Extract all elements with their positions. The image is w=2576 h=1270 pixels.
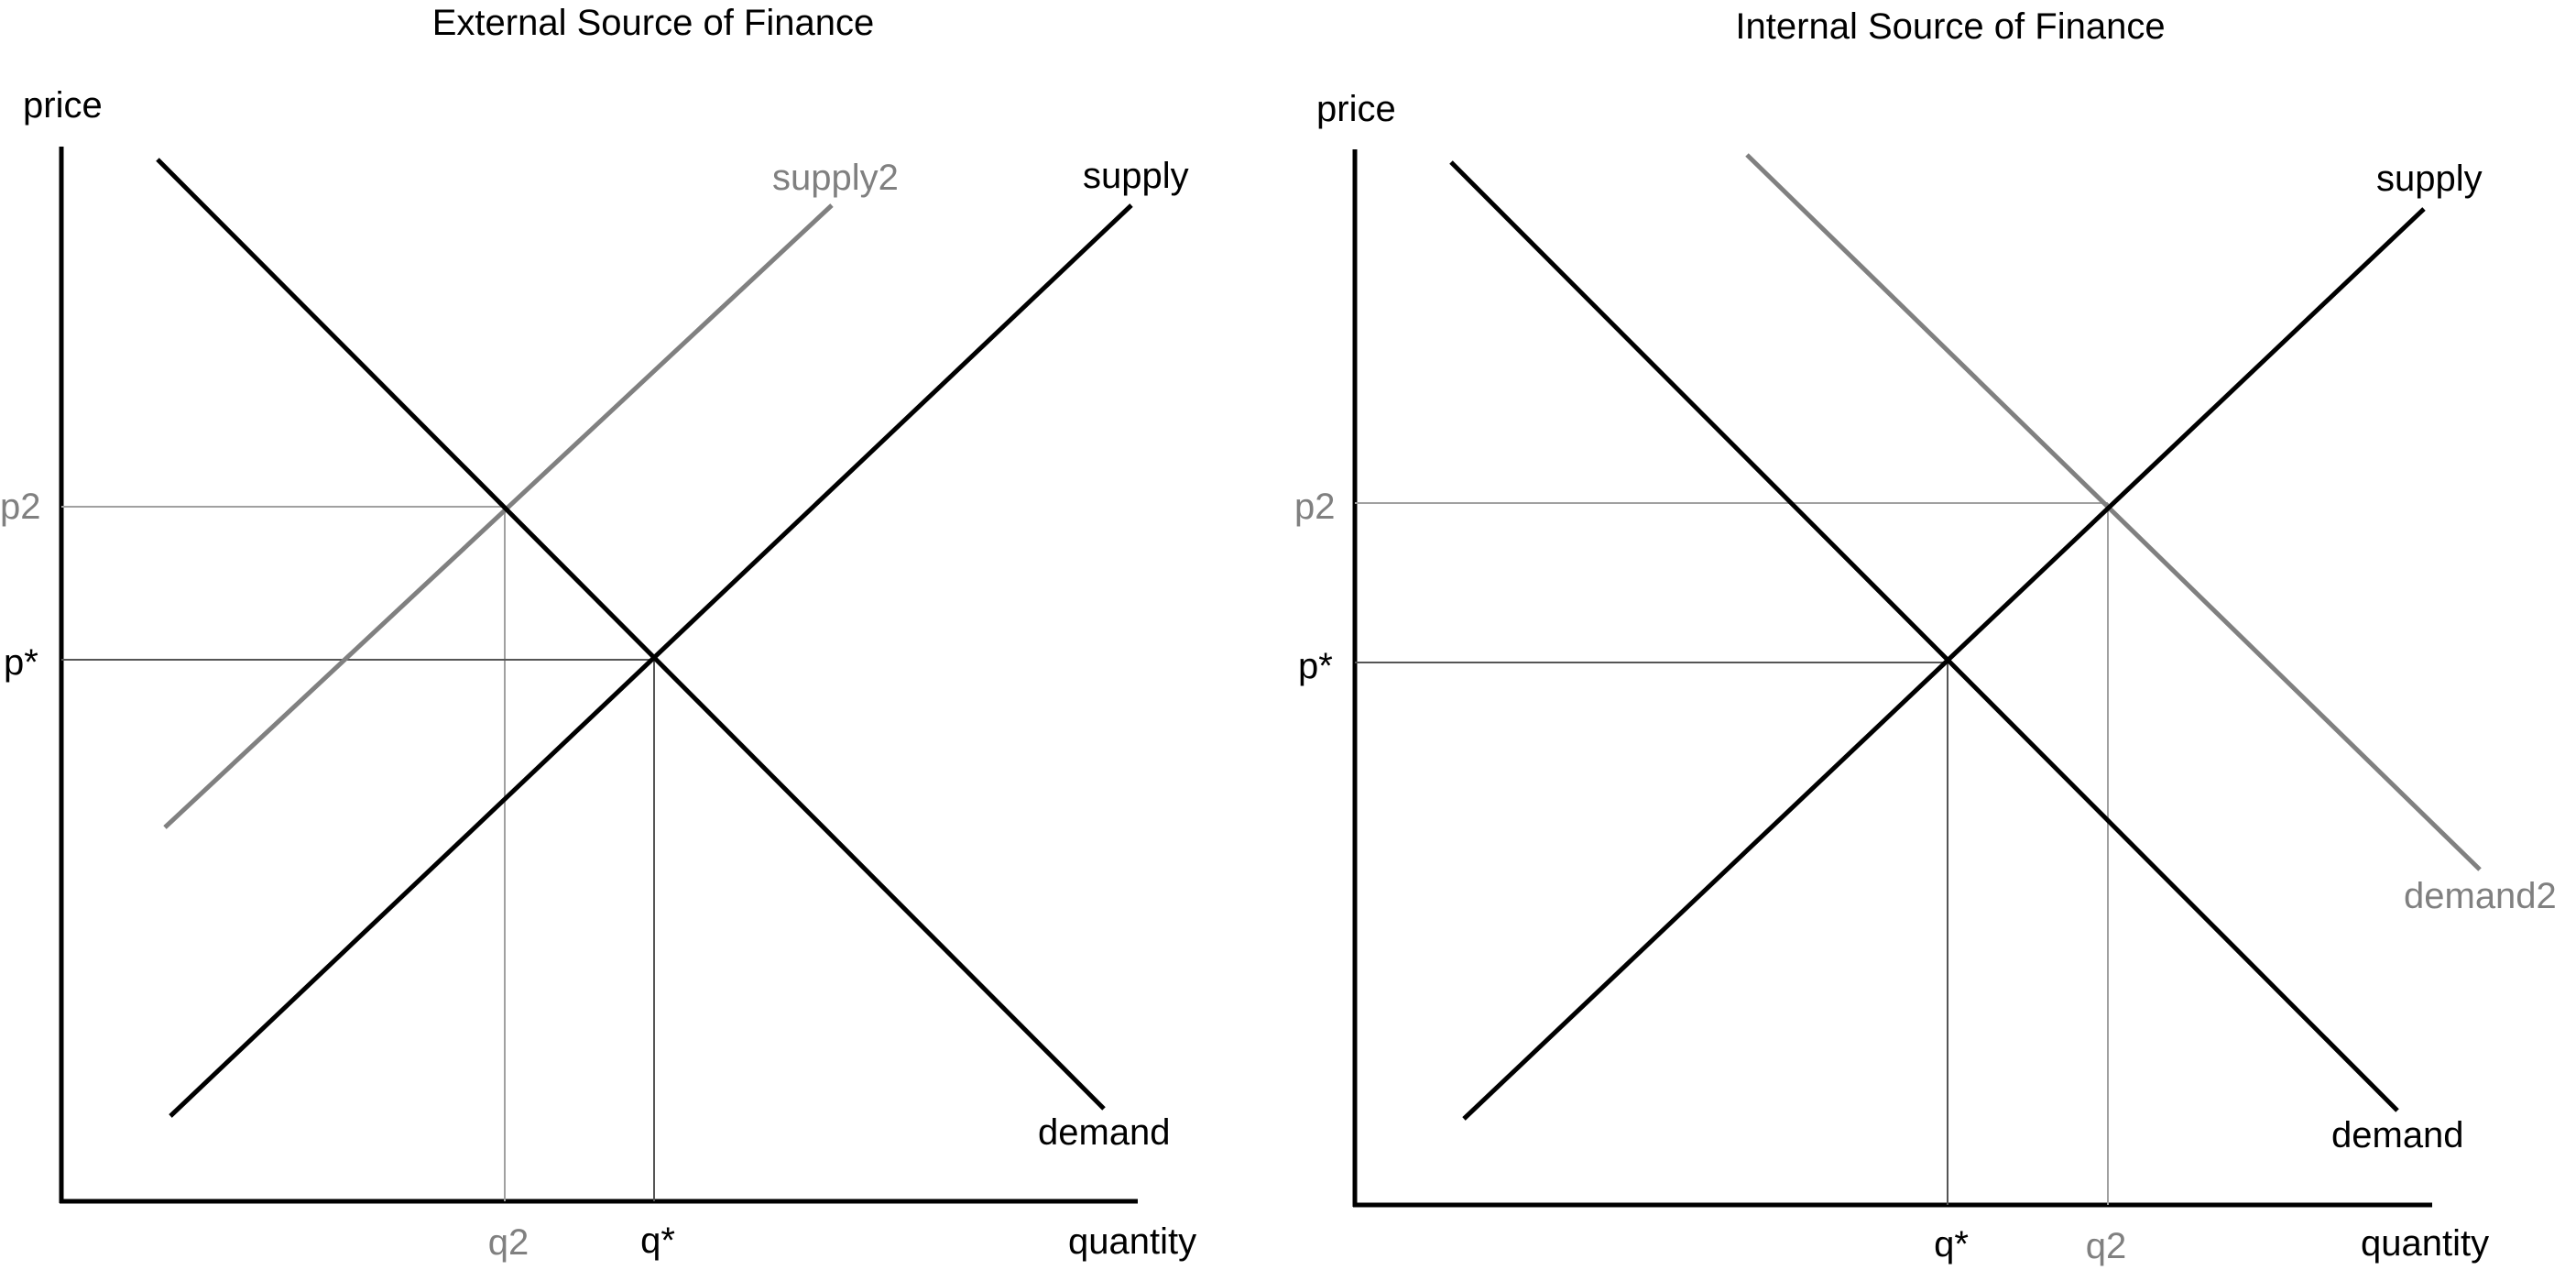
supply-curve [1462, 207, 2426, 1121]
supply2-label: supply2 [772, 158, 899, 198]
panel-title: Internal Source of Finance [1735, 6, 2165, 47]
y-axis-label: price [1316, 89, 1396, 129]
panel-internal: Internal Source of Finance price quantit… [1294, 6, 2557, 1266]
tick-p-star: p* [4, 642, 38, 683]
tick-p-star: p* [1298, 646, 1333, 686]
supply2-curve [163, 203, 834, 829]
tick-p2: p2 [0, 487, 41, 527]
demand2-curve [1745, 153, 2482, 871]
tick-p2: p2 [1294, 487, 1336, 527]
demand-curve [1449, 160, 2399, 1112]
demand-curve [156, 158, 1106, 1111]
x-axis-label: quantity [1068, 1221, 1196, 1262]
demand2-label: demand2 [2404, 876, 2557, 916]
demand-label: demand [1038, 1112, 1171, 1153]
x-axis-label: quantity [2361, 1223, 2489, 1264]
supply-curve [169, 203, 1133, 1118]
supply-label: supply [1083, 156, 1189, 196]
tick-q2: q2 [2086, 1226, 2127, 1266]
tick-q-star: q* [640, 1221, 675, 1261]
panel-title: External Source of Finance [432, 3, 874, 43]
y-axis-label: price [23, 85, 103, 126]
demand-label: demand [2331, 1115, 2464, 1155]
supply-label: supply [2376, 159, 2483, 199]
panel-external: External Source of Finance price quantit… [0, 3, 1196, 1263]
tick-q2: q2 [488, 1222, 529, 1263]
tick-q-star: q* [1934, 1224, 1969, 1265]
